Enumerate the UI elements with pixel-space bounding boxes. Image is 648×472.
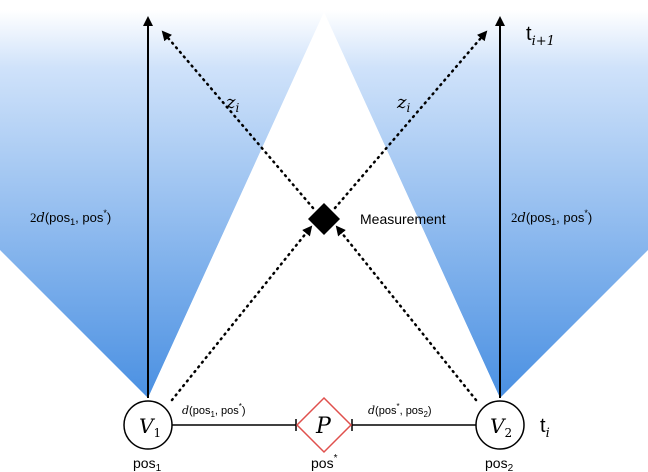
cone-right-diag <box>408 10 500 398</box>
node-v2 <box>475 400 525 450</box>
cone-left-inner <box>60 10 148 398</box>
z-left-label: zi <box>225 92 239 115</box>
time-now-label: ti <box>540 415 550 441</box>
posstar-label: pos* <box>311 453 338 471</box>
pos1-label: pos1 <box>133 455 162 472</box>
time-next-label: ti+1 <box>526 23 555 49</box>
node-v1 <box>123 400 173 450</box>
node-p <box>295 396 353 454</box>
pos2-label: pos2 <box>485 455 514 472</box>
node-v2-label: V2 <box>490 414 512 440</box>
signal-measurement-to-v2 <box>333 30 488 210</box>
distance-right-label: 2d(pos1, pos*) <box>511 208 592 227</box>
edge-left-label: d(pos1, pos*) <box>182 402 246 419</box>
signal-measurement-to-v1 <box>161 30 315 210</box>
z-right-label: zi <box>396 92 410 115</box>
measurement-label: Measurement <box>360 211 446 227</box>
node-p-label: P <box>315 414 332 439</box>
node-v1-label: V1 <box>139 414 161 440</box>
cone-right-inner <box>500 10 588 398</box>
edge-right-label: d(pos*, pos2) <box>368 402 432 419</box>
distance-left-label: 2d(pos1, pos*) <box>30 208 111 227</box>
cone-left-diag <box>148 10 240 398</box>
signal-v1-to-measurement <box>170 225 313 402</box>
signal-v2-to-measurement <box>335 225 478 402</box>
measurement-marker <box>308 203 340 235</box>
